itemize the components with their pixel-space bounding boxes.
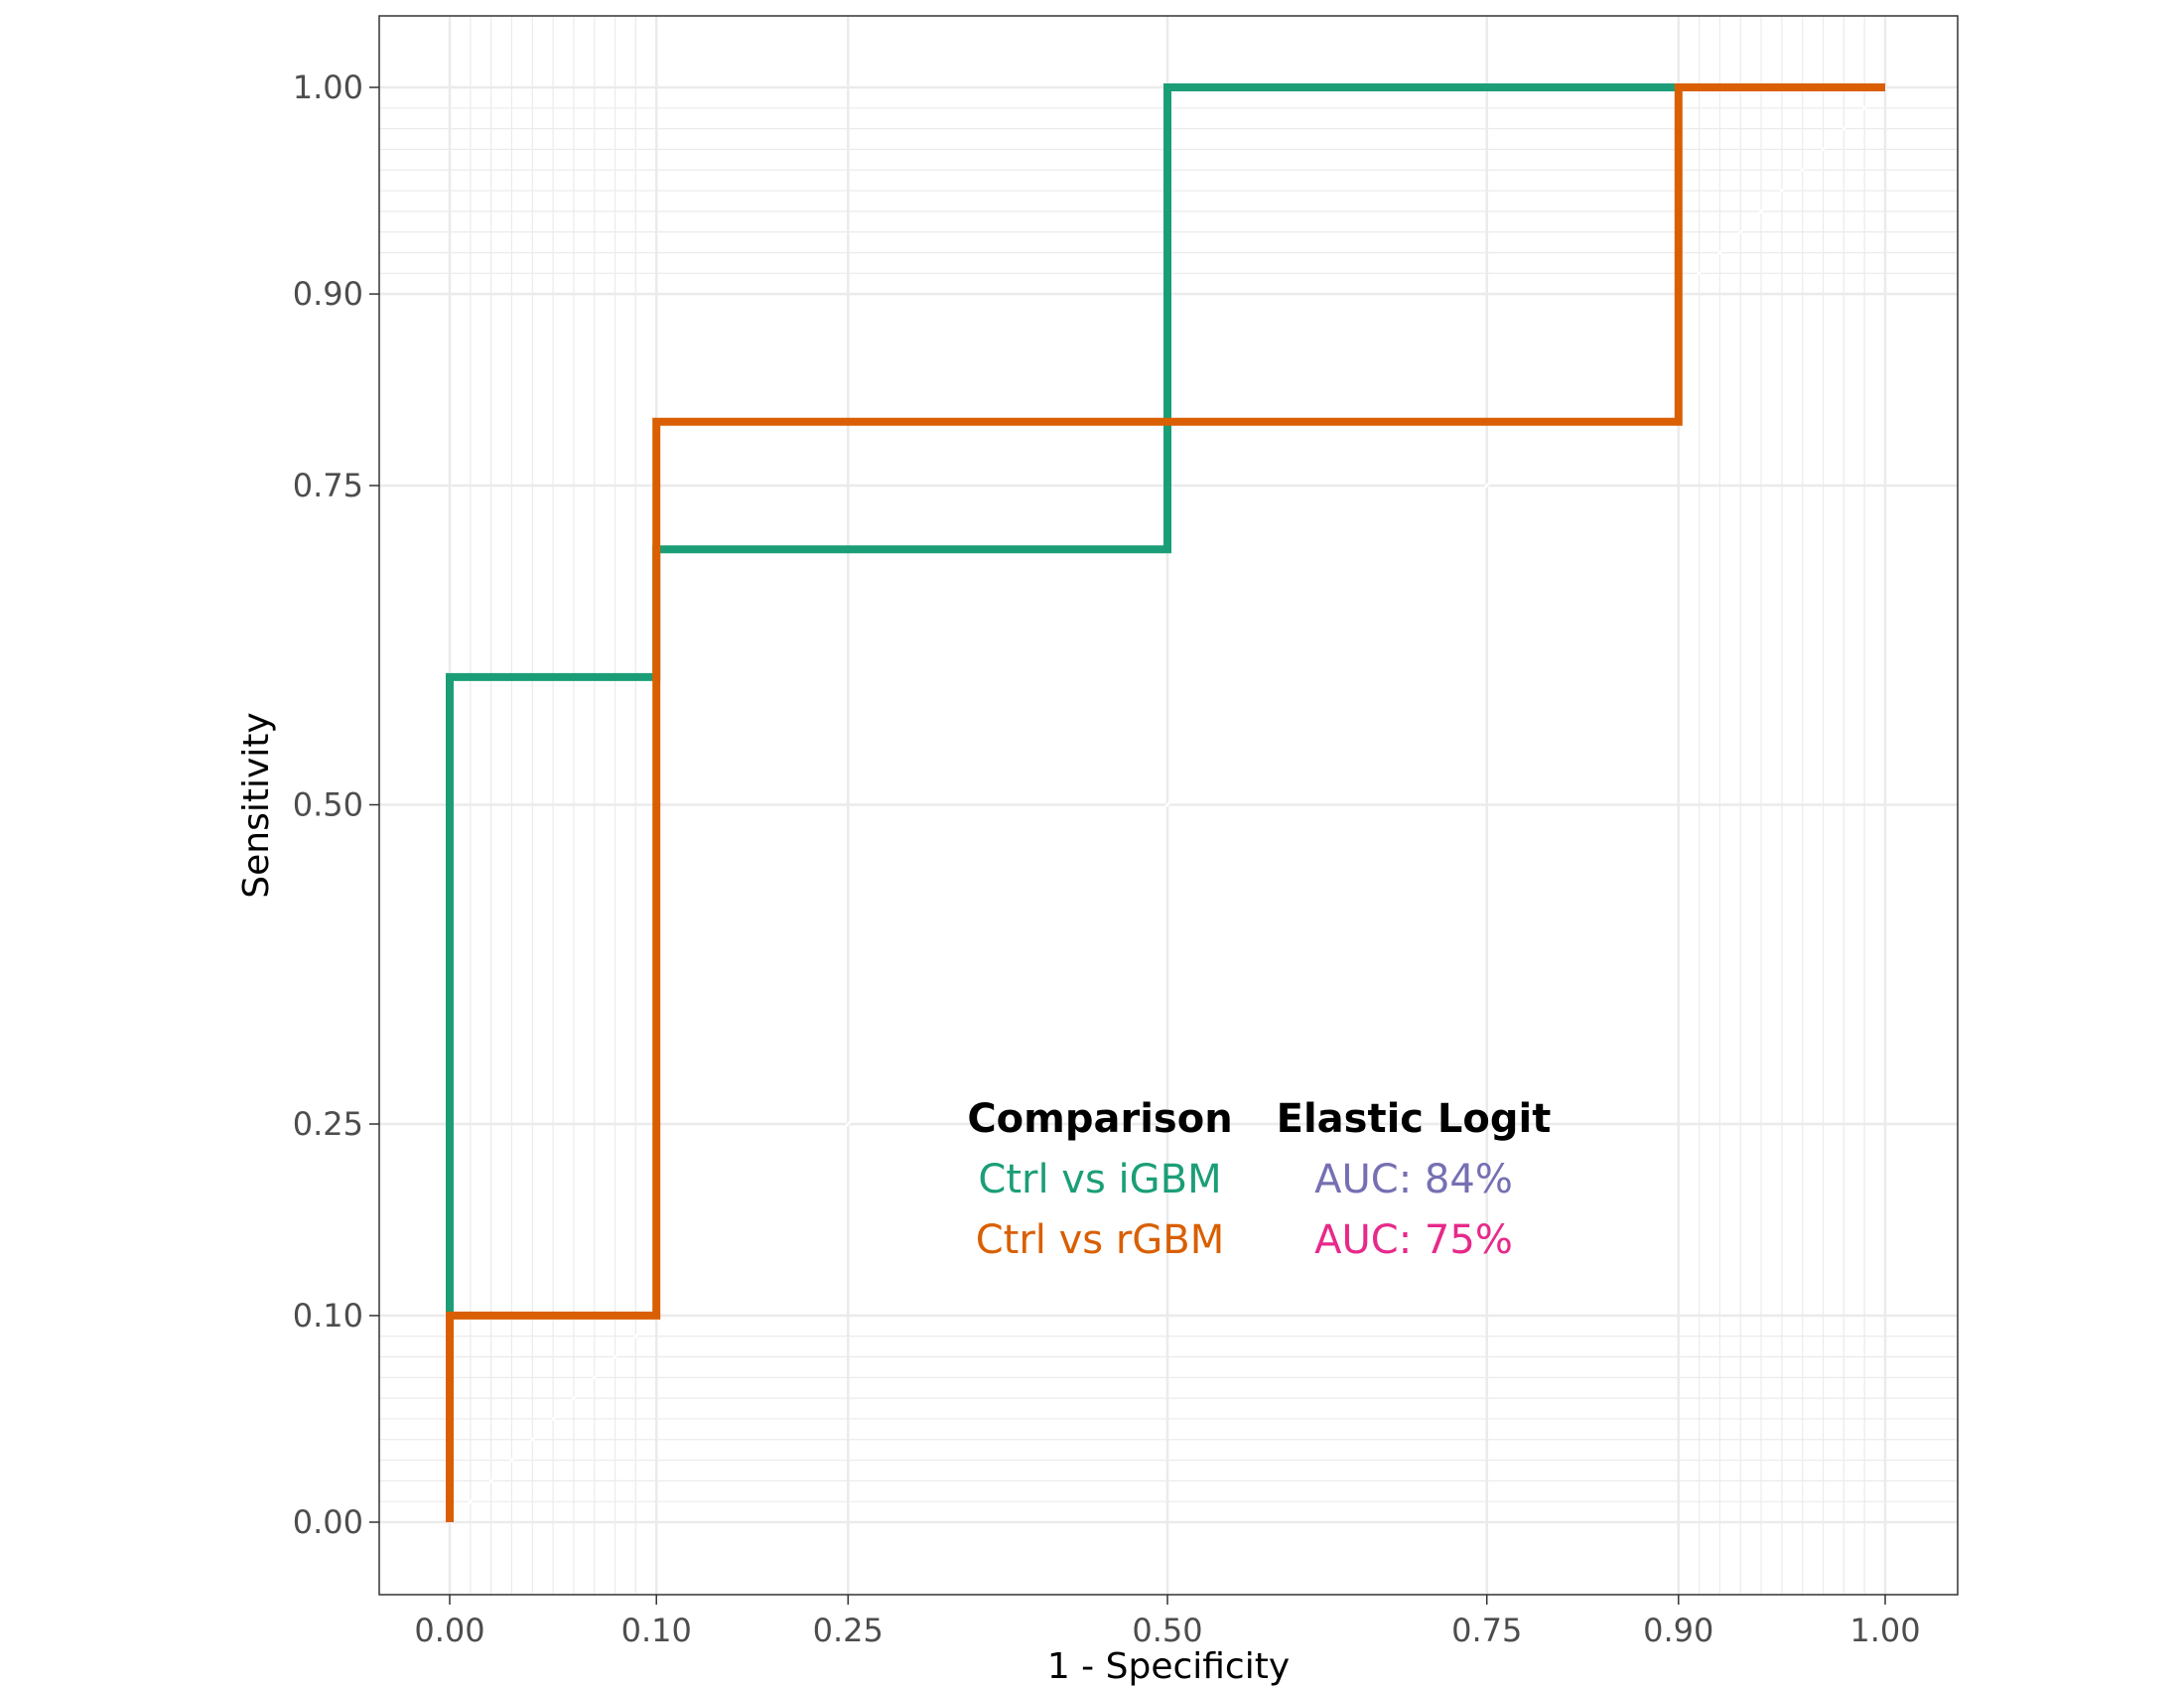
y-tick-label-6: 1.00 — [293, 69, 363, 106]
y-tick-label-1: 0.10 — [293, 1297, 363, 1335]
roc-curves — [446, 83, 1885, 1522]
legend-header-comparison: Comparison — [967, 1096, 1232, 1142]
diagonal-reference-line — [449, 86, 1886, 1523]
y-axis-title: Sensitivity — [236, 712, 277, 898]
legend-comparison-igbm: Ctrl vs iGBM — [978, 1157, 1221, 1202]
x-tick-label-4: 0.75 — [1451, 1612, 1522, 1649]
roc-curve-rgbm — [446, 83, 1885, 1522]
x-tick-label-2: 0.25 — [813, 1612, 884, 1649]
y-tick-label-2: 0.25 — [293, 1105, 363, 1143]
legend-comparison-rgbm: Ctrl vs rGBM — [976, 1217, 1225, 1263]
x-tick-label-3: 0.50 — [1132, 1612, 1202, 1649]
y-tick-label-4: 0.75 — [293, 467, 363, 504]
legend-auc-igbm: AUC: 84% — [1314, 1157, 1513, 1202]
x-tick-label-5: 0.90 — [1643, 1612, 1713, 1649]
y-tick-label-3: 0.50 — [293, 786, 363, 824]
x-tick-label-6: 1.00 — [1849, 1612, 1920, 1649]
x-axis-title: 1 - Specificity — [1047, 1646, 1290, 1687]
auc-legend: Comparison Elastic Logit Ctrl vs iGBM AU… — [967, 1096, 1551, 1263]
x-tick-label-0: 0.00 — [414, 1612, 484, 1649]
y-tick-label-5: 0.90 — [293, 275, 363, 313]
x-tick-label-1: 0.10 — [621, 1612, 692, 1649]
legend-auc-rgbm: AUC: 75% — [1314, 1217, 1513, 1263]
legend-header-method: Elastic Logit — [1277, 1096, 1552, 1142]
diagonal-reference — [449, 86, 1886, 1523]
y-tick-label-0: 0.00 — [293, 1503, 363, 1541]
y-axis-ticks: 0.00 0.10 0.25 0.50 0.75 0.90 1.00 — [293, 69, 379, 1541]
x-axis-ticks: 0.00 0.10 0.25 0.50 0.75 0.90 1.00 — [414, 1595, 1921, 1649]
